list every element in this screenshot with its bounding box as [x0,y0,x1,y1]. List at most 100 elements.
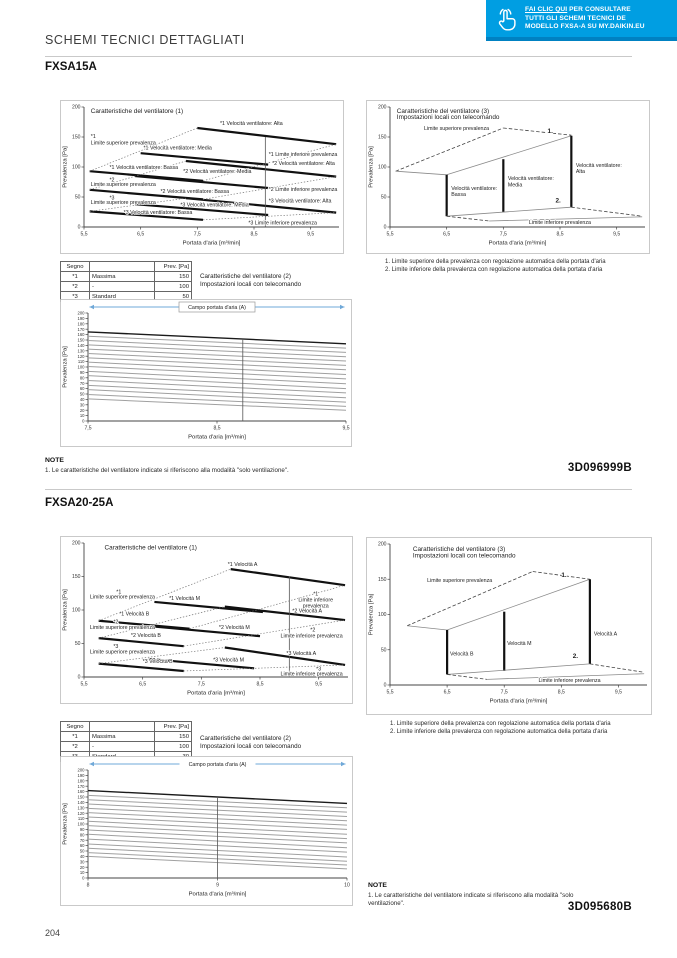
table-header-row: Segno Prev. [Pa] [60,261,192,272]
svg-text:8,5: 8,5 [556,232,563,238]
cell: 100 [154,281,192,292]
svg-text:80: 80 [80,375,85,380]
svg-text:*1 Velocità A: *1 Velocità A [228,562,258,568]
banner-line1-rest: PER CONSULTARE [567,6,631,14]
svg-text:7,5: 7,5 [194,232,201,238]
col-blank [89,261,155,272]
svg-text:0: 0 [384,683,387,689]
col-prev: Prev. [Pa] [154,721,192,732]
svg-text:*2 Velocità ventilatore: Alta: *2 Velocità ventilatore: Alta [272,161,335,167]
svg-text:*1 Velocità ventilatore: Media: *1 Velocità ventilatore: Media [144,146,212,152]
svg-text:5,5: 5,5 [386,690,393,696]
svg-text:200: 200 [78,311,86,316]
svg-text:*2 Velocità ventilatore: Bassa: *2 Velocità ventilatore: Bassa [161,189,230,195]
svg-text:140: 140 [78,343,86,348]
caption-line: Impostazioni locali con telecomando [200,743,302,751]
svg-text:Campo portata d'aria (A): Campo portata d'aria (A) [188,305,246,311]
section-divider [45,489,632,490]
header-divider [45,56,632,57]
svg-text:7,5: 7,5 [500,232,507,238]
table-header-row: Segno Prev. [Pa] [60,721,192,732]
cell: *1 [60,731,90,742]
svg-text:50: 50 [381,195,387,201]
svg-text:Limite superiore prevalenza: Limite superiore prevalenza [91,182,156,188]
fxsa20-25a-fan-characteristics-chart-1: 0 50 100 150 200 5,5 6,5 7,5 8,5 9,5 Portata d'ari… [60,536,353,709]
fxsa20-25a-airflow-range-chart: 0 10 20 30 40 50 60 70 80 90 100 110 120 130 140 150 160… [60,756,353,911]
svg-text:7,5: 7,5 [198,682,205,688]
svg-text:*3: *3 [316,666,321,672]
model-heading-fxsa15a: FXSA15A [45,61,97,73]
svg-text:90: 90 [80,370,85,375]
note-text: 1. Le caratteristiche del ventilatore in… [45,467,289,474]
svg-text:50: 50 [80,849,85,854]
svg-text:0: 0 [78,225,81,231]
fxsa20-25a-table-caption: Caratteristiche del ventilatore (2) Impo… [200,735,301,752]
svg-text:Caratteristiche del ventilator: Caratteristiche del ventilatore (3) Impos… [413,546,516,559]
svg-text:90: 90 [80,827,85,832]
col-blank [89,721,155,732]
daikin-banner-link[interactable]: FAI CLIC QUI PER CONSULTARE TUTTI GLI SC… [486,0,677,41]
cell: - [89,281,155,292]
svg-text:*1: *1 [116,589,121,595]
svg-text:200: 200 [378,542,387,548]
svg-text:9,5: 9,5 [615,690,622,696]
svg-text:Limite superiore prevalenza: Limite superiore prevalenza [427,578,492,584]
col-segno: Segno [60,721,90,732]
table-row: *2 - 100 [60,281,192,292]
svg-text:1.: 1. [548,128,554,135]
svg-text:Caratteristiche del ventilator: Caratteristiche del ventilatore (1) [91,108,183,115]
table-row: *2 - 100 [60,741,192,752]
svg-text:2.: 2. [573,653,579,660]
svg-text:200: 200 [72,541,81,547]
svg-text:100: 100 [72,608,81,614]
fxsa15a-fan-characteristics-chart-1: 0 50 100 150 200 5,5 6,5 7,5 8,5 9,5 Portata d'ari… [60,100,344,259]
fxsa15a-fan-characteristics-chart-3: 0 50 100 150 200 5,5 6,5 7,5 8,5 9,5 Portata d'ari… [366,100,650,259]
caption-line: Caratteristiche del ventilatore (2) [200,735,291,742]
svg-text:140: 140 [78,800,86,805]
svg-text:Velocità A: Velocità A [594,632,618,638]
svg-text:100: 100 [72,165,81,171]
fxsa20-25a-pressure-table: Segno Prev. [Pa] *1 Massima 150 *2 - 100… [60,721,192,762]
svg-text:Portata d'aria [m³/min]: Portata d'aria [m³/min] [187,691,245,697]
table-row: *1 Massima 150 [60,271,192,282]
svg-text:130: 130 [78,348,86,353]
svg-text:0: 0 [82,876,85,881]
svg-text:160: 160 [78,789,86,794]
svg-text:8,5: 8,5 [256,682,263,688]
svg-text:120: 120 [78,811,86,816]
svg-text:Velocità ventilatore:Bassa: Velocità ventilatore: Bassa [451,186,497,198]
svg-text:Limite superiore prevalenza: Limite superiore prevalenza [90,650,155,656]
svg-text:*2: *2 [110,177,115,183]
svg-text:100: 100 [378,165,387,171]
svg-text:Prevalenza [Pa]: Prevalenza [Pa] [63,803,69,845]
svg-text:120: 120 [78,354,86,359]
svg-text:7,5: 7,5 [84,426,91,432]
page-title: SCHEMI TECNICI DETTAGLIATI [45,33,245,47]
svg-text:Velocità B: Velocità B [450,651,474,657]
svg-text:2.: 2. [555,197,561,204]
svg-text:*2 Velocità M: *2 Velocità M [219,625,250,631]
remote-note-2: 2. Limite inferiore della prevalenza con… [390,729,608,735]
cell: *2 [60,741,90,752]
svg-text:20: 20 [80,865,85,870]
svg-text:150: 150 [78,795,86,800]
svg-text:150: 150 [378,577,387,583]
svg-text:130: 130 [78,805,86,810]
svg-text:*2 Limite inferiore prevalenza: *2 Limite inferiore prevalenza [269,187,338,193]
svg-text:Limite superiore prevalenza: Limite superiore prevalenza [91,200,156,206]
svg-text:Limite inferiore prevalenza: Limite inferiore prevalenza [281,633,343,639]
svg-text:Limite inferiore prevalenza: Limite inferiore prevalenza [281,672,343,678]
fxsa15a-table-caption: Caratteristiche del ventilatore (2) Impo… [200,273,301,290]
banner-line2: TUTTI GLI SCHEMI TECNICI DE [525,14,626,22]
svg-text:Portata d'aria [m³/min]: Portata d'aria [m³/min] [189,892,247,898]
svg-text:Portata d'aria [m³/min]: Portata d'aria [m³/min] [489,241,547,247]
svg-text:8: 8 [87,883,90,889]
svg-text:150: 150 [378,135,387,141]
svg-text:60: 60 [80,386,85,391]
cell: Massima [89,271,155,282]
svg-text:150: 150 [72,574,81,580]
svg-text:Velocità M: Velocità M [507,641,531,647]
svg-text:5,5: 5,5 [80,232,87,238]
